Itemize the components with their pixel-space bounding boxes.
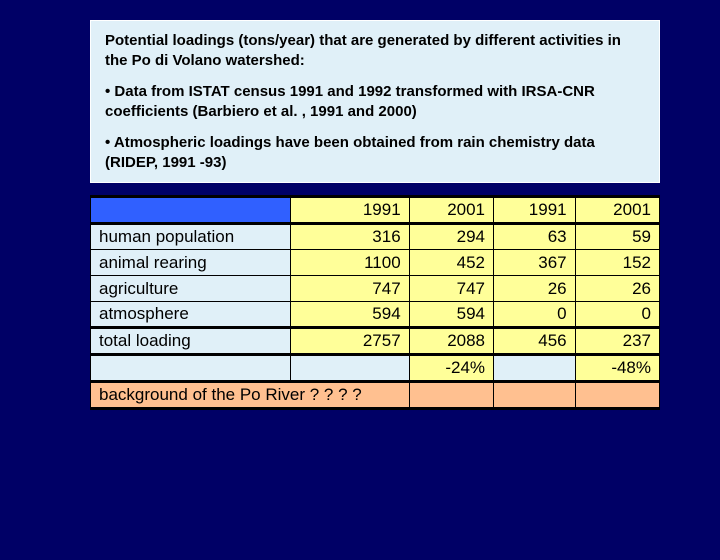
table-row: human population 316 294 63 59 — [91, 224, 660, 250]
table-row: agriculture 747 747 26 26 — [91, 276, 660, 302]
pct-val-right: -48% — [575, 355, 659, 382]
row-val: 747 — [291, 276, 410, 302]
row-val: 594 — [291, 302, 410, 328]
pct-blank — [494, 355, 576, 382]
row-label: human population — [91, 224, 291, 250]
row-label: animal rearing — [91, 250, 291, 276]
footer-label: background of the Po River ? ? ? ? — [91, 382, 410, 409]
row-val: 59 — [575, 224, 659, 250]
row-val: 26 — [575, 276, 659, 302]
row-val: 747 — [409, 276, 493, 302]
header-year: 1991 — [291, 197, 410, 224]
row-val: 294 — [409, 224, 493, 250]
footer-blank — [409, 382, 493, 409]
row-val: 452 — [409, 250, 493, 276]
header-year: 1991 — [494, 197, 576, 224]
info-bullet-2: • Atmospheric loadings have been obtaine… — [105, 133, 645, 172]
info-title: Potential loadings (tons/year) that are … — [105, 31, 645, 70]
row-val: 2757 — [291, 328, 410, 355]
row-val: 456 — [494, 328, 576, 355]
row-val: 152 — [575, 250, 659, 276]
row-label: agriculture — [91, 276, 291, 302]
footer-row: background of the Po River ? ? ? ? — [91, 382, 660, 409]
header-blank — [91, 197, 291, 224]
row-label: total loading — [91, 328, 291, 355]
row-val: 237 — [575, 328, 659, 355]
header-year: 2001 — [575, 197, 659, 224]
table-row: animal rearing 1100 452 367 152 — [91, 250, 660, 276]
info-box: Potential loadings (tons/year) that are … — [90, 20, 660, 183]
row-val: 367 — [494, 250, 576, 276]
loadings-table: 1991 2001 1991 2001 human population 316… — [90, 195, 660, 410]
footer-blank — [575, 382, 659, 409]
pct-blank — [91, 355, 291, 382]
loadings-table-wrap: 1991 2001 1991 2001 human population 316… — [90, 195, 660, 410]
pct-blank — [291, 355, 410, 382]
footer-blank — [494, 382, 576, 409]
row-val: 2088 — [409, 328, 493, 355]
info-bullet-1: • Data from ISTAT census 1991 and 1992 t… — [105, 82, 645, 121]
row-val: 0 — [494, 302, 576, 328]
pct-val-left: -24% — [409, 355, 493, 382]
row-val: 0 — [575, 302, 659, 328]
row-val: 63 — [494, 224, 576, 250]
header-row: 1991 2001 1991 2001 — [91, 197, 660, 224]
row-val: 316 — [291, 224, 410, 250]
total-row: total loading 2757 2088 456 237 — [91, 328, 660, 355]
table-row: atmosphere 594 594 0 0 — [91, 302, 660, 328]
pct-row: -24% -48% — [91, 355, 660, 382]
header-year: 2001 — [409, 197, 493, 224]
row-val: 1100 — [291, 250, 410, 276]
row-label: atmosphere — [91, 302, 291, 328]
row-val: 26 — [494, 276, 576, 302]
row-val: 594 — [409, 302, 493, 328]
